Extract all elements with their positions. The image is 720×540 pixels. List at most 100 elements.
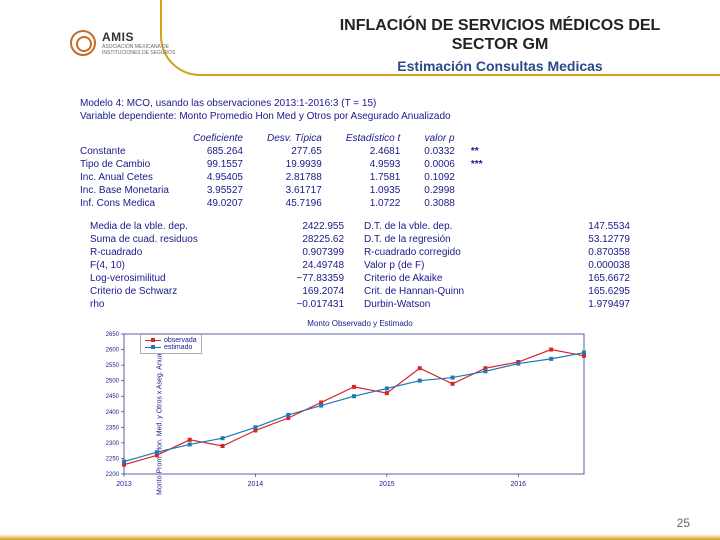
coef-sig	[467, 184, 495, 197]
svg-text:2450: 2450	[106, 394, 120, 400]
legend-est-icon	[145, 347, 161, 348]
chart-svg: 2200225023002350240024502500255026002650…	[90, 330, 590, 500]
coef-value: 3.95527	[181, 184, 255, 197]
svg-text:2650: 2650	[106, 332, 120, 338]
coef-t: 1.0935	[334, 184, 412, 197]
header-title-block: INFLACIÓN DE SERVICIOS MÉDICOS DEL SECTO…	[300, 16, 700, 74]
model-title: Modelo 4: MCO, usando las observaciones …	[80, 98, 640, 109]
stat-value: 0.870358	[545, 246, 640, 259]
coef-sig: **	[467, 145, 495, 158]
col-se: Desv. Típica	[255, 132, 334, 145]
coef-row: Inc. Base Monetaria 3.95527 3.61717 1.09…	[80, 184, 495, 197]
legend-obs-label: observada	[164, 337, 197, 344]
coef-value: 685.264	[181, 145, 255, 158]
svg-text:2016: 2016	[510, 481, 526, 488]
content: Modelo 4: MCO, usando las observaciones …	[80, 98, 640, 500]
coef-p: 0.2998	[412, 184, 467, 197]
stats-row: rho −0.017431 Durbin-Watson 1.979497	[80, 298, 640, 311]
coef-row: Inc. Anual Cetes 4.95405 2.81788 1.7581 …	[80, 171, 495, 184]
page-subtitle: Estimación Consultas Medicas	[300, 58, 700, 74]
svg-text:2300: 2300	[106, 441, 120, 447]
chart-legend: observada estimado	[140, 334, 202, 354]
page-number: 25	[677, 516, 690, 530]
stat-value: 24.49748	[259, 259, 354, 272]
stats-table: Media de la vble. dep. 2422.955 D.T. de …	[80, 220, 640, 311]
svg-text:2200: 2200	[106, 472, 120, 478]
footer-gradient	[0, 534, 720, 540]
legend-est-label: estimado	[164, 344, 192, 351]
coef-t: 4.9593	[334, 158, 412, 171]
coef-p: 0.3088	[412, 197, 467, 210]
stat-label: D.T. de la regresión	[354, 233, 545, 246]
stats-row: Media de la vble. dep. 2422.955 D.T. de …	[80, 220, 640, 233]
stat-label: Suma de cuad. residuos	[80, 233, 259, 246]
svg-text:2550: 2550	[106, 363, 120, 369]
coef-se: 19.9939	[255, 158, 334, 171]
coef-p: 0.0332	[412, 145, 467, 158]
stat-label: R-cuadrado	[80, 246, 259, 259]
col-coef: Coeficiente	[181, 132, 255, 145]
coef-sig	[467, 171, 495, 184]
coef-name: Inc. Anual Cetes	[80, 171, 181, 184]
logo-text: AMIS	[102, 30, 175, 44]
svg-text:2400: 2400	[106, 410, 120, 416]
legend-obs: observada	[145, 337, 197, 344]
chart-title: Monto Observado y Estimado	[80, 319, 640, 328]
stat-label: Criterio de Akaike	[354, 272, 545, 285]
stat-label: R-cuadrado corregido	[354, 246, 545, 259]
svg-text:2015: 2015	[379, 481, 395, 488]
stat-label: Durbin-Watson	[354, 298, 545, 311]
legend-obs-icon	[145, 340, 161, 341]
stat-value: 165.6295	[545, 285, 640, 298]
coef-se: 3.61717	[255, 184, 334, 197]
svg-text:2500: 2500	[106, 379, 120, 385]
col-p: valor p	[412, 132, 467, 145]
coef-p: 0.1092	[412, 171, 467, 184]
stat-value: 169.2074	[259, 285, 354, 298]
page-title-line1: INFLACIÓN DE SERVICIOS MÉDICOS DEL	[300, 16, 700, 35]
stat-label: Crit. de Hannan-Quinn	[354, 285, 545, 298]
stats-row: Log-verosimilitud −77.83359 Criterio de …	[80, 272, 640, 285]
stat-label: Valor p (de F)	[354, 259, 545, 272]
chart: Monto Prom. Hon. Med. y Otros x Aseg. An…	[90, 330, 590, 500]
stat-label: Media de la vble. dep.	[80, 220, 259, 233]
stat-value: 28225.62	[259, 233, 354, 246]
stat-value: 0.000038	[545, 259, 640, 272]
stats-row: Criterio de Schwarz 169.2074 Crit. de Ha…	[80, 285, 640, 298]
header: AMIS ASOCIACIÓN MEXICANA DE INSTITUCIONE…	[0, 0, 720, 90]
svg-text:2250: 2250	[106, 456, 120, 462]
col-t: Estadístico t	[334, 132, 412, 145]
stat-label: Log-verosimilitud	[80, 272, 259, 285]
coef-name: Inc. Base Monetaria	[80, 184, 181, 197]
coef-se: 45.7196	[255, 197, 334, 210]
logo: AMIS ASOCIACIÓN MEXICANA DE INSTITUCIONE…	[70, 30, 175, 56]
stat-value: −77.83359	[259, 272, 354, 285]
svg-text:2014: 2014	[248, 481, 264, 488]
coef-p: 0.0006	[412, 158, 467, 171]
coef-se: 2.81788	[255, 171, 334, 184]
coef-se: 277.65	[255, 145, 334, 158]
coef-value: 4.95405	[181, 171, 255, 184]
stat-value: 1.979497	[545, 298, 640, 311]
coef-value: 99.1557	[181, 158, 255, 171]
stat-value: 53.12779	[545, 233, 640, 246]
coef-name: Inf. Cons Medica	[80, 197, 181, 210]
coef-name: Tipo de Cambio	[80, 158, 181, 171]
stat-value: 2422.955	[259, 220, 354, 233]
stat-value: 165.6672	[545, 272, 640, 285]
logo-subtitle-2: INSTITUCIONES DE SEGUROS	[102, 51, 175, 56]
stat-label: Criterio de Schwarz	[80, 285, 259, 298]
coef-header-row: Coeficiente Desv. Típica Estadístico t v…	[80, 132, 495, 145]
coef-value: 49.0207	[181, 197, 255, 210]
legend-est: estimado	[145, 344, 197, 351]
coef-sig	[467, 197, 495, 210]
stat-label: rho	[80, 298, 259, 311]
coef-name: Constante	[80, 145, 181, 158]
coef-row: Inf. Cons Medica 49.0207 45.7196 1.0722 …	[80, 197, 495, 210]
stat-value: 147.5534	[545, 220, 640, 233]
page-title-line2: SECTOR GM	[300, 35, 700, 54]
model-dependent-var: Variable dependiente: Monto Promedio Hon…	[80, 111, 640, 122]
coef-t: 1.7581	[334, 171, 412, 184]
stat-value: 0.907399	[259, 246, 354, 259]
coef-row: Tipo de Cambio 99.1557 19.9939 4.9593 0.…	[80, 158, 495, 171]
